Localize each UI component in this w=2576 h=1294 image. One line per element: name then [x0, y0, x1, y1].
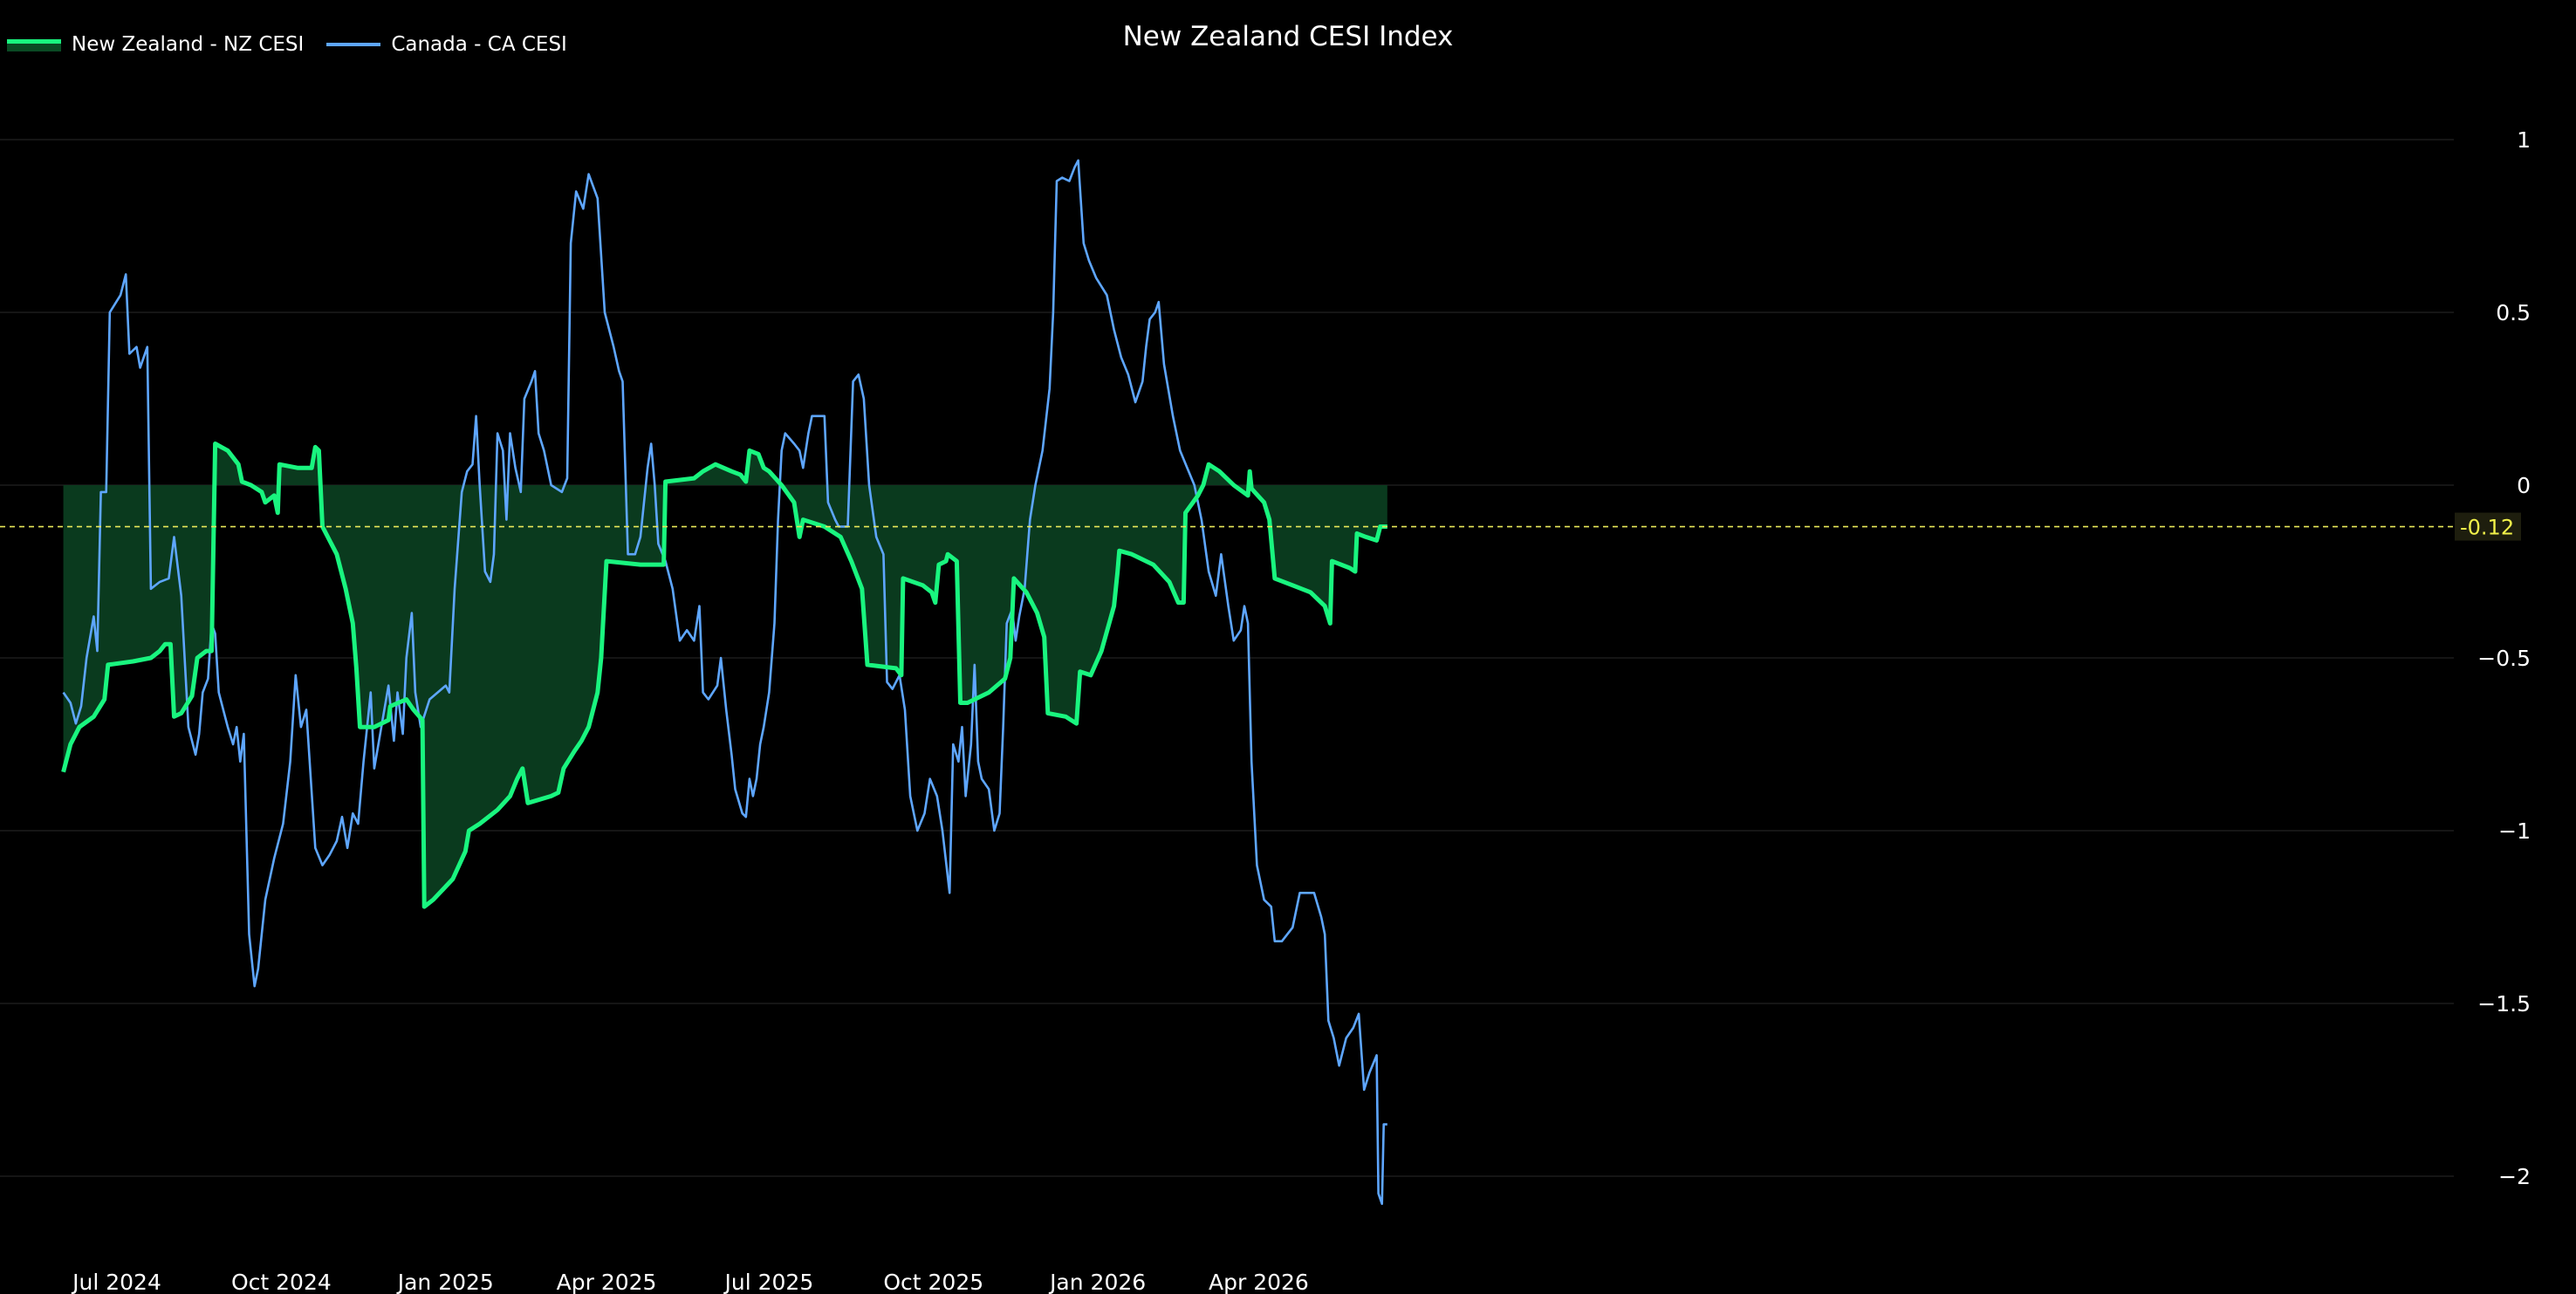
legend-swatch-ca — [326, 43, 381, 46]
x-tick-label: Jan 2025 — [396, 1270, 494, 1294]
legend: New Zealand - NZ CESI Canada - CA CESI — [7, 33, 567, 56]
legend-item-ca[interactable]: Canada - CA CESI — [326, 33, 567, 56]
x-tick-label: Jul 2024 — [71, 1270, 161, 1294]
last-value-label: -0.12 — [2460, 516, 2514, 540]
y-tick-label: −2 — [2498, 1164, 2531, 1189]
y-tick-label: 0 — [2517, 473, 2531, 498]
legend-label-ca: Canada - CA CESI — [391, 33, 567, 56]
legend-swatch-nz — [7, 38, 61, 51]
x-tick-label: Jul 2025 — [723, 1270, 814, 1294]
series-line-ca — [62, 159, 1387, 1205]
x-tick-label: Apr 2025 — [557, 1270, 657, 1294]
x-tick-label: Oct 2025 — [883, 1270, 983, 1294]
series-line-nz — [61, 442, 1387, 909]
x-tick-label: Jan 2026 — [1048, 1270, 1146, 1294]
last-value-badge — [2455, 512, 2521, 541]
y-tick-label: 1 — [2517, 127, 2531, 153]
x-tick-label: Apr 2026 — [1209, 1270, 1309, 1294]
y-tick-label: 0.5 — [2496, 300, 2531, 325]
y-tick-label: −1 — [2498, 818, 2531, 844]
chart-title: New Zealand CESI Index — [1122, 21, 1454, 52]
y-tick-label: −0.5 — [2477, 646, 2531, 671]
nz-area-fill — [63, 443, 1387, 907]
y-tick-label: −1.5 — [2477, 991, 2531, 1017]
x-tick-label: Oct 2024 — [231, 1270, 332, 1294]
legend-item-nz[interactable]: New Zealand - NZ CESI — [7, 33, 304, 56]
legend-label-nz: New Zealand - NZ CESI — [72, 33, 305, 56]
